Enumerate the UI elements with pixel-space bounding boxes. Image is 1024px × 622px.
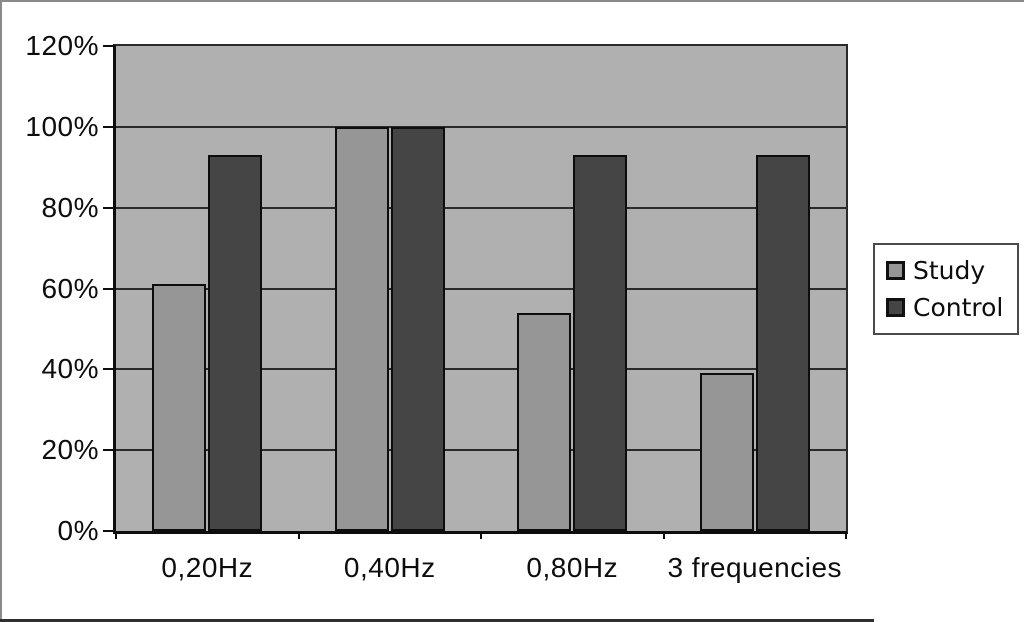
x-category-label-2: 0,80Hz xyxy=(526,552,619,583)
bar-study-3 xyxy=(699,373,754,531)
legend-label-control: Control xyxy=(913,293,1004,323)
legend-swatch-study xyxy=(886,260,905,280)
x-category-label-0: 0,20Hz xyxy=(161,552,254,583)
y-tick-mark-20 xyxy=(103,449,113,452)
bar-control-1 xyxy=(390,127,445,531)
bar-control-2 xyxy=(573,155,628,531)
gridline-80 xyxy=(116,206,846,209)
y-tick-label-120: 120% xyxy=(25,30,99,61)
x-category-label-3: 3 frequencies xyxy=(667,552,843,583)
legend-item-control: Control xyxy=(886,295,1017,320)
y-tick-label-40: 40% xyxy=(41,353,99,385)
x-tick-mark-1 xyxy=(297,531,300,539)
y-tick-mark-80 xyxy=(103,206,113,209)
y-tick-mark-40 xyxy=(103,368,113,371)
x-tick-mark-4 xyxy=(845,531,847,539)
y-tick-mark-0 xyxy=(103,530,113,532)
y-tick-label-60: 60% xyxy=(41,272,99,304)
y-tick-mark-60 xyxy=(103,287,113,290)
y-tick-label-0: 0% xyxy=(57,515,99,546)
legend-swatch-control xyxy=(886,298,905,318)
x-tick-mark-3 xyxy=(662,531,665,539)
gridline-60 xyxy=(116,287,846,290)
gridline-20 xyxy=(116,449,846,452)
y-tick-mark-120 xyxy=(103,45,113,47)
gridline-100 xyxy=(116,125,846,128)
y-tick-label-20: 20% xyxy=(41,434,99,466)
figure-frame-bottom xyxy=(0,619,874,622)
figure-frame-top xyxy=(0,0,1024,2)
bar-study-1 xyxy=(334,127,389,531)
y-tick-label-80: 80% xyxy=(41,191,99,223)
bar-study-0 xyxy=(152,284,207,531)
y-tick-label-100: 100% xyxy=(25,110,99,142)
x-tick-mark-2 xyxy=(480,531,482,539)
bar-study-2 xyxy=(517,313,572,531)
plot-area xyxy=(113,44,848,534)
legend-item-study: Study xyxy=(886,258,1017,283)
x-tick-mark-0 xyxy=(115,531,117,539)
legend-label-study: Study xyxy=(913,255,986,285)
bar-control-3 xyxy=(755,155,810,531)
figure-frame-left xyxy=(0,0,2,622)
gridline-40 xyxy=(116,368,846,371)
x-category-label-1: 0,40Hz xyxy=(343,552,436,583)
legend: Study Control xyxy=(873,243,1019,335)
y-tick-mark-100 xyxy=(103,125,113,128)
bar-control-0 xyxy=(208,155,263,531)
